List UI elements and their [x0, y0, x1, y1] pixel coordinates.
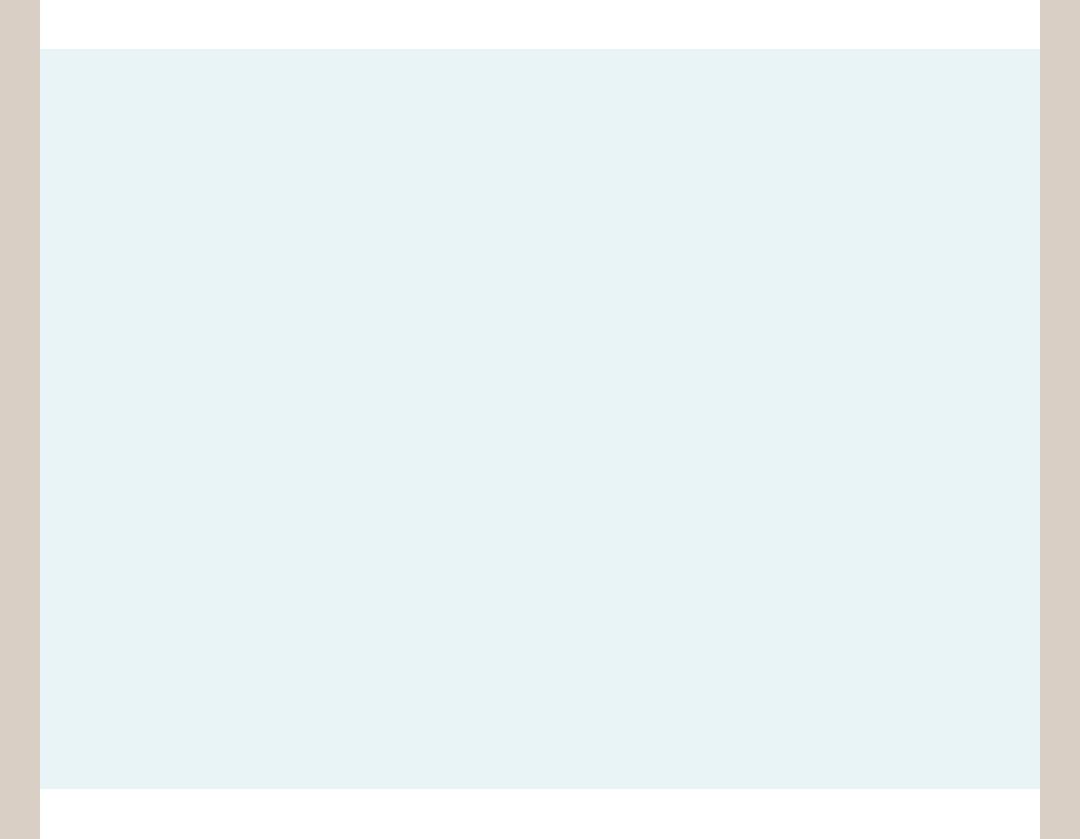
- Circle shape: [82, 349, 118, 385]
- Text: two X-OR gates, two AND gates and: two X-OR gates, two AND gates and: [185, 199, 734, 228]
- Text: and one OR gate: and one OR gate: [185, 404, 442, 433]
- Text: a.: a.: [145, 199, 174, 228]
- Text: d.: d.: [145, 689, 174, 718]
- Circle shape: [82, 514, 118, 550]
- Text: b.: b.: [145, 359, 174, 388]
- Text: two OR gate: two OR gate: [185, 734, 374, 763]
- Circle shape: [82, 679, 118, 715]
- Text: one OR gate: one OR gate: [185, 569, 375, 598]
- Text: three X-OR gates, one AND gates: three X-OR gates, one AND gates: [185, 359, 693, 388]
- Text: c.: c.: [145, 524, 172, 553]
- Circle shape: [82, 189, 118, 225]
- Text: Full adder circuit consists of: Full adder circuit consists of: [80, 89, 545, 122]
- Text: one OR gate: one OR gate: [185, 244, 375, 273]
- Text: two X-OR gates, two AND gates and: two X-OR gates, two AND gates and: [185, 689, 734, 718]
- Text: one X-OR gate, two AND gates and: one X-OR gate, two AND gates and: [185, 524, 719, 553]
